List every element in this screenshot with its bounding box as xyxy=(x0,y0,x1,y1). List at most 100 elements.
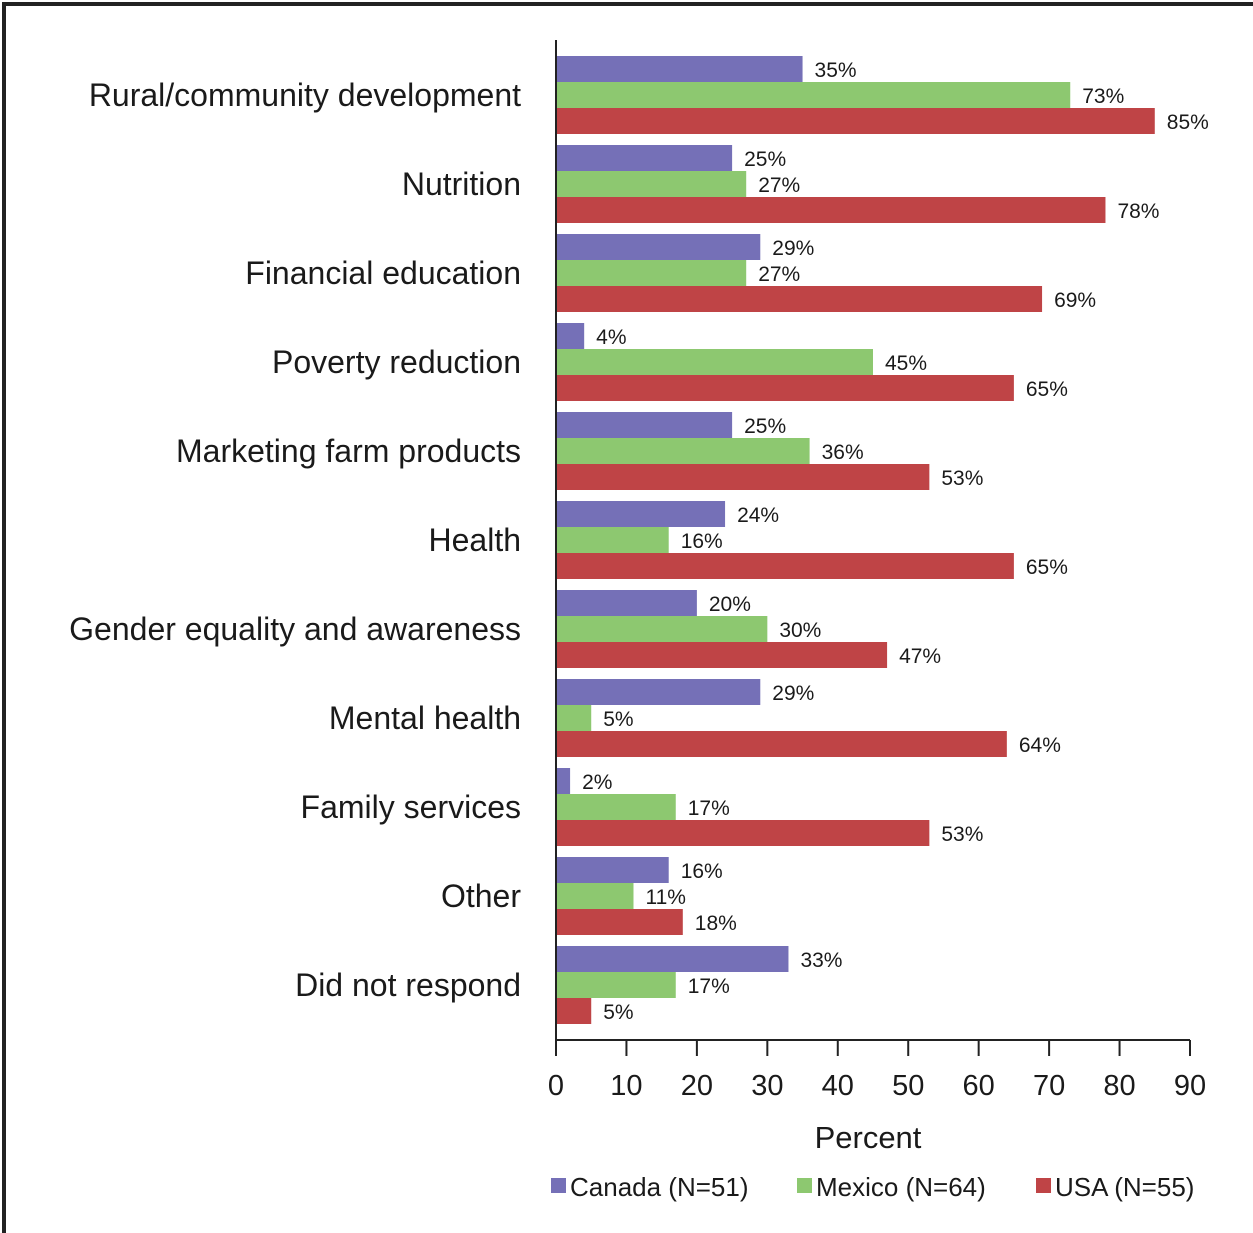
bar-mexico-financial-education xyxy=(556,260,747,286)
data-label-usa-health: 65% xyxy=(1026,556,1068,579)
bars-layer xyxy=(556,56,1155,1024)
data-label-mexico-rural-community-development: 73% xyxy=(1082,85,1124,108)
data-label-canada-health: 24% xyxy=(737,504,779,527)
bar-canada-nutrition xyxy=(556,145,733,171)
legend-label-usa: USA (N=55) xyxy=(1055,1172,1194,1202)
data-label-canada-rural-community-development: 35% xyxy=(815,59,857,82)
data-label-canada-gender-equality-and-awareness: 20% xyxy=(709,593,751,616)
bar-usa-rural-community-development xyxy=(556,108,1155,134)
x-axis: 0 10 20 30 40 50 60 70 80 90 xyxy=(548,40,1206,1102)
x-tick-label-10: 10 xyxy=(610,1070,642,1102)
bar-canada-financial-education xyxy=(556,234,761,260)
category-label-rural-community-development: Rural/community development xyxy=(89,77,521,113)
data-label-usa-poverty-reduction: 65% xyxy=(1026,378,1068,401)
bar-canada-marketing-farm-products xyxy=(556,412,733,438)
bar-canada-family-services xyxy=(556,768,571,794)
bar-mexico-health xyxy=(556,527,669,553)
data-label-canada-did-not-respond: 33% xyxy=(800,949,842,972)
bar-usa-mental-health xyxy=(556,731,1007,757)
legend-label-mexico: Mexico (N=64) xyxy=(816,1172,986,1202)
x-tick-label-80: 80 xyxy=(1103,1070,1135,1102)
data-label-canada-mental-health: 29% xyxy=(772,682,814,705)
data-label-mexico-other: 11% xyxy=(645,886,685,909)
data-label-usa-gender-equality-and-awareness: 47% xyxy=(899,645,941,668)
legend: Canada (N=51) Mexico (N=64) USA (N=55) xyxy=(551,1172,1194,1202)
bar-mexico-other xyxy=(556,883,634,909)
labels-layer: Rural/community development 35% 73% 85% Nutr… xyxy=(69,59,1209,1024)
bar-canada-poverty-reduction xyxy=(556,323,585,349)
bar-usa-financial-education xyxy=(556,286,1043,312)
x-tick-label-60: 60 xyxy=(963,1070,995,1102)
legend-swatch-canada xyxy=(551,1178,566,1193)
bar-mexico-marketing-farm-products xyxy=(556,438,810,464)
data-label-canada-nutrition: 25% xyxy=(744,148,786,171)
data-label-mexico-marketing-farm-products: 36% xyxy=(822,441,864,464)
category-label-gender-equality-and-awareness: Gender equality and awareness xyxy=(69,611,521,647)
bar-mexico-family-services xyxy=(556,794,676,820)
bar-mexico-did-not-respond xyxy=(556,972,676,998)
x-tick-label-50: 50 xyxy=(892,1070,924,1102)
category-label-family-services: Family services xyxy=(301,789,521,825)
category-label-other: Other xyxy=(441,878,521,914)
x-tick-label-90: 90 xyxy=(1174,1070,1206,1102)
category-label-did-not-respond: Did not respond xyxy=(295,967,521,1003)
category-label-marketing-farm-products: Marketing farm products xyxy=(176,433,521,469)
data-label-canada-family-services: 2% xyxy=(582,771,612,794)
category-label-nutrition: Nutrition xyxy=(402,166,521,202)
data-label-canada-other: 16% xyxy=(681,860,723,883)
data-label-usa-financial-education: 69% xyxy=(1054,289,1096,312)
data-label-mexico-mental-health: 5% xyxy=(603,708,633,731)
bar-usa-gender-equality-and-awareness xyxy=(556,642,888,668)
legend-swatch-mexico xyxy=(797,1178,812,1193)
bar-usa-other xyxy=(556,909,683,935)
data-label-mexico-gender-equality-and-awareness: 30% xyxy=(779,619,821,642)
bar-canada-did-not-respond xyxy=(556,946,789,972)
bar-canada-gender-equality-and-awareness xyxy=(556,590,697,616)
bar-mexico-poverty-reduction xyxy=(556,349,873,375)
bar-usa-poverty-reduction xyxy=(556,375,1014,401)
data-label-mexico-nutrition: 27% xyxy=(758,174,800,197)
legend-label-canada: Canada (N=51) xyxy=(570,1172,749,1202)
x-tick-label-70: 70 xyxy=(1033,1070,1065,1102)
data-label-canada-poverty-reduction: 4% xyxy=(596,326,626,349)
bar-mexico-mental-health xyxy=(556,705,592,731)
category-label-mental-health: Mental health xyxy=(329,700,521,736)
data-label-mexico-health: 16% xyxy=(681,530,723,553)
data-label-mexico-family-services: 17% xyxy=(688,797,730,820)
bar-usa-health xyxy=(556,553,1014,579)
x-tick-label-0: 0 xyxy=(548,1070,564,1102)
category-label-poverty-reduction: Poverty reduction xyxy=(272,344,521,380)
data-label-usa-rural-community-development: 85% xyxy=(1167,111,1209,134)
legend-swatch-usa xyxy=(1036,1178,1051,1193)
bar-mexico-gender-equality-and-awareness xyxy=(556,616,768,642)
bar-usa-did-not-respond xyxy=(556,998,592,1024)
category-label-health: Health xyxy=(429,522,522,558)
bar-canada-mental-health xyxy=(556,679,761,705)
data-label-usa-nutrition: 78% xyxy=(1117,200,1159,223)
data-label-usa-other: 18% xyxy=(695,912,737,935)
x-tick-label-20: 20 xyxy=(681,1070,713,1102)
x-axis-title: Percent xyxy=(815,1120,922,1155)
data-label-mexico-did-not-respond: 17% xyxy=(688,975,730,998)
category-label-financial-education: Financial education xyxy=(245,255,521,291)
bar-canada-health xyxy=(556,501,726,527)
data-label-mexico-financial-education: 27% xyxy=(758,263,800,286)
data-label-usa-mental-health: 64% xyxy=(1019,734,1061,757)
bar-mexico-rural-community-development xyxy=(556,82,1071,108)
bar-mexico-nutrition xyxy=(556,171,747,197)
data-label-usa-family-services: 53% xyxy=(941,823,983,846)
data-label-usa-marketing-farm-products: 53% xyxy=(941,467,983,490)
data-label-usa-did-not-respond: 5% xyxy=(603,1001,633,1024)
x-tick-label-30: 30 xyxy=(751,1070,783,1102)
bar-usa-family-services xyxy=(556,820,930,846)
bar-usa-marketing-farm-products xyxy=(556,464,930,490)
bar-usa-nutrition xyxy=(556,197,1106,223)
data-label-canada-marketing-farm-products: 25% xyxy=(744,415,786,438)
x-tick-label-40: 40 xyxy=(822,1070,854,1102)
data-label-mexico-poverty-reduction: 45% xyxy=(885,352,927,375)
data-label-canada-financial-education: 29% xyxy=(772,237,814,260)
bar-canada-other xyxy=(556,857,669,883)
